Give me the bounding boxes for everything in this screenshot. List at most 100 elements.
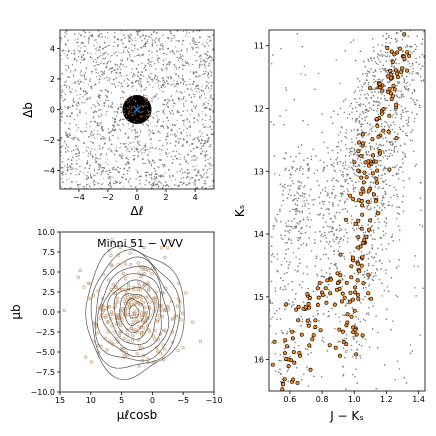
cmd-field-star xyxy=(387,290,390,292)
field-star xyxy=(99,94,101,97)
pm-star xyxy=(88,296,92,300)
cmd-member-star xyxy=(303,305,308,310)
cmd-field-star xyxy=(355,121,357,123)
field-star xyxy=(99,52,101,54)
field-star xyxy=(74,144,78,148)
field-star xyxy=(209,185,211,187)
field-star xyxy=(99,108,102,111)
cmd-field-star xyxy=(367,208,369,211)
field-star xyxy=(183,91,186,93)
field-star xyxy=(186,110,188,112)
field-star xyxy=(200,89,203,92)
cmd-field-star xyxy=(291,289,294,291)
field-star xyxy=(133,44,136,47)
field-star xyxy=(197,136,200,138)
cmd-field-star xyxy=(384,155,387,157)
cmd-field-star xyxy=(374,80,377,82)
cluster-member-star xyxy=(142,110,144,112)
cmd-member-star xyxy=(353,327,358,332)
field-star xyxy=(95,71,97,74)
cmd-field-star xyxy=(368,277,370,280)
cmd-field-star xyxy=(391,154,394,157)
field-star xyxy=(116,45,119,48)
cmd-field-star xyxy=(298,230,300,232)
field-star xyxy=(134,47,136,50)
cmd-field-star xyxy=(279,115,281,117)
cmd-field-star xyxy=(360,302,362,304)
field-star xyxy=(193,154,196,157)
field-star xyxy=(65,84,68,88)
field-star xyxy=(129,145,131,148)
field-star xyxy=(67,50,70,53)
field-star xyxy=(169,32,172,35)
cmd-member-star xyxy=(366,227,371,232)
field-star xyxy=(135,79,138,82)
cmd-field-star xyxy=(385,318,388,321)
field-star xyxy=(107,173,110,176)
cmd-field-star xyxy=(349,150,352,152)
cmd-field-star xyxy=(382,35,384,37)
cmd-field-star xyxy=(345,388,347,390)
field-star xyxy=(77,55,80,57)
cmd-field-star xyxy=(371,91,373,93)
cmd-field-star xyxy=(321,281,324,283)
field-star xyxy=(63,84,66,87)
cluster-member-star xyxy=(133,120,135,122)
field-star xyxy=(88,84,90,86)
cmd-field-star xyxy=(400,115,403,118)
cmd-field-star xyxy=(370,57,373,59)
field-star xyxy=(103,138,106,140)
cmd-field-star xyxy=(397,265,400,267)
cmd-field-star xyxy=(401,74,403,77)
cmd-field-star xyxy=(276,220,278,223)
cmd-field-star xyxy=(343,167,346,169)
cmd-member-star xyxy=(306,301,311,306)
field-star xyxy=(189,124,192,128)
field-star xyxy=(68,167,71,170)
field-star xyxy=(72,138,75,140)
cmd-field-star xyxy=(382,144,385,146)
cmd-field-star xyxy=(279,183,282,185)
cmd-field-star xyxy=(375,387,377,390)
cmd-field-star xyxy=(386,140,388,143)
cmd-field-star xyxy=(265,378,267,380)
field-star xyxy=(118,181,122,184)
field-star xyxy=(159,44,162,46)
cmd-field-star xyxy=(382,195,384,197)
field-star xyxy=(186,127,188,130)
cmd-field-star xyxy=(363,206,366,208)
cmd-field-star xyxy=(369,107,371,109)
field-star xyxy=(144,64,146,67)
cmd-field-star xyxy=(359,321,362,323)
cmd-field-star xyxy=(376,56,379,58)
field-star xyxy=(192,181,196,184)
field-star xyxy=(192,139,194,141)
cmd-field-star xyxy=(286,332,288,335)
cmd-field-star xyxy=(350,138,353,140)
field-star xyxy=(118,106,120,108)
field-star xyxy=(198,139,201,142)
cmd-field-star xyxy=(335,262,337,265)
cmd-field-star xyxy=(393,131,396,133)
field-star xyxy=(60,112,63,115)
cmd-field-star xyxy=(422,79,425,81)
cmd-field-star xyxy=(355,106,357,109)
cmd-member-star xyxy=(394,102,399,107)
cmd-field-star xyxy=(426,71,428,73)
field-star xyxy=(143,94,145,96)
field-star xyxy=(70,180,73,183)
cmd-field-star xyxy=(358,300,361,302)
cmd-field-star xyxy=(278,359,280,362)
field-star xyxy=(207,64,211,67)
cmd-field-star xyxy=(276,213,279,216)
field-star xyxy=(211,48,214,52)
cmd-field-star xyxy=(372,182,375,184)
field-star xyxy=(76,168,78,171)
field-star xyxy=(207,62,211,65)
field-star xyxy=(108,175,111,179)
cmd-field-star xyxy=(371,88,374,91)
field-star xyxy=(76,137,78,139)
field-star xyxy=(93,39,96,41)
field-star xyxy=(186,175,190,178)
cmd-field-star xyxy=(397,168,400,171)
